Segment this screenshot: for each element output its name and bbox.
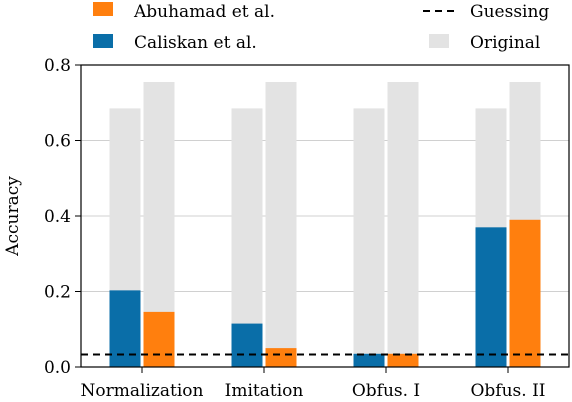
y-tick-label: 0.0 [44, 358, 71, 378]
x-tick-label: Normalization [81, 381, 204, 401]
legend-label-original: Original [470, 33, 540, 53]
legend-label-abuhamad: Abuhamad et al. [133, 2, 275, 22]
y-axis-title: Accuracy [3, 176, 23, 257]
plot-frame [80, 64, 570, 368]
legend-label-caliskan: Caliskan et al. [134, 33, 257, 53]
bar-abuhamad [143, 311, 175, 367]
x-tick-label: Obfus. I [352, 381, 420, 401]
legend-swatch-caliskan [93, 34, 113, 48]
bar-abuhamad [387, 353, 419, 367]
bar-abuhamad [265, 348, 297, 367]
y-tick-label: 0.2 [44, 283, 71, 303]
legend-label-guessing: Guessing [470, 2, 549, 22]
x-tick-label: Imitation [225, 381, 304, 401]
x-tick-label: Obfus. II [470, 381, 545, 401]
legend-swatch-abuhamad [93, 2, 113, 16]
legend: Abuhamad et al. Caliskan et al. Guessing… [93, 2, 549, 53]
bar-original [265, 81, 297, 368]
bar-caliskan [353, 353, 385, 367]
y-tick-label: 0.8 [44, 56, 71, 76]
bar-abuhamad [509, 219, 541, 367]
legend-swatch-original [429, 34, 449, 48]
bar-caliskan [475, 227, 507, 367]
bars [109, 81, 541, 368]
y-axis-ticks: 0.0 0.2 0.4 0.6 0.8 [44, 56, 81, 378]
bar-caliskan [231, 323, 263, 367]
x-axis-ticks: Normalization Imitation Obfus. I Obfus. II [81, 367, 546, 401]
bar-original [353, 108, 385, 367]
y-tick-label: 0.4 [44, 207, 71, 227]
y-tick-label: 0.6 [44, 132, 71, 152]
bar-original [387, 81, 419, 368]
